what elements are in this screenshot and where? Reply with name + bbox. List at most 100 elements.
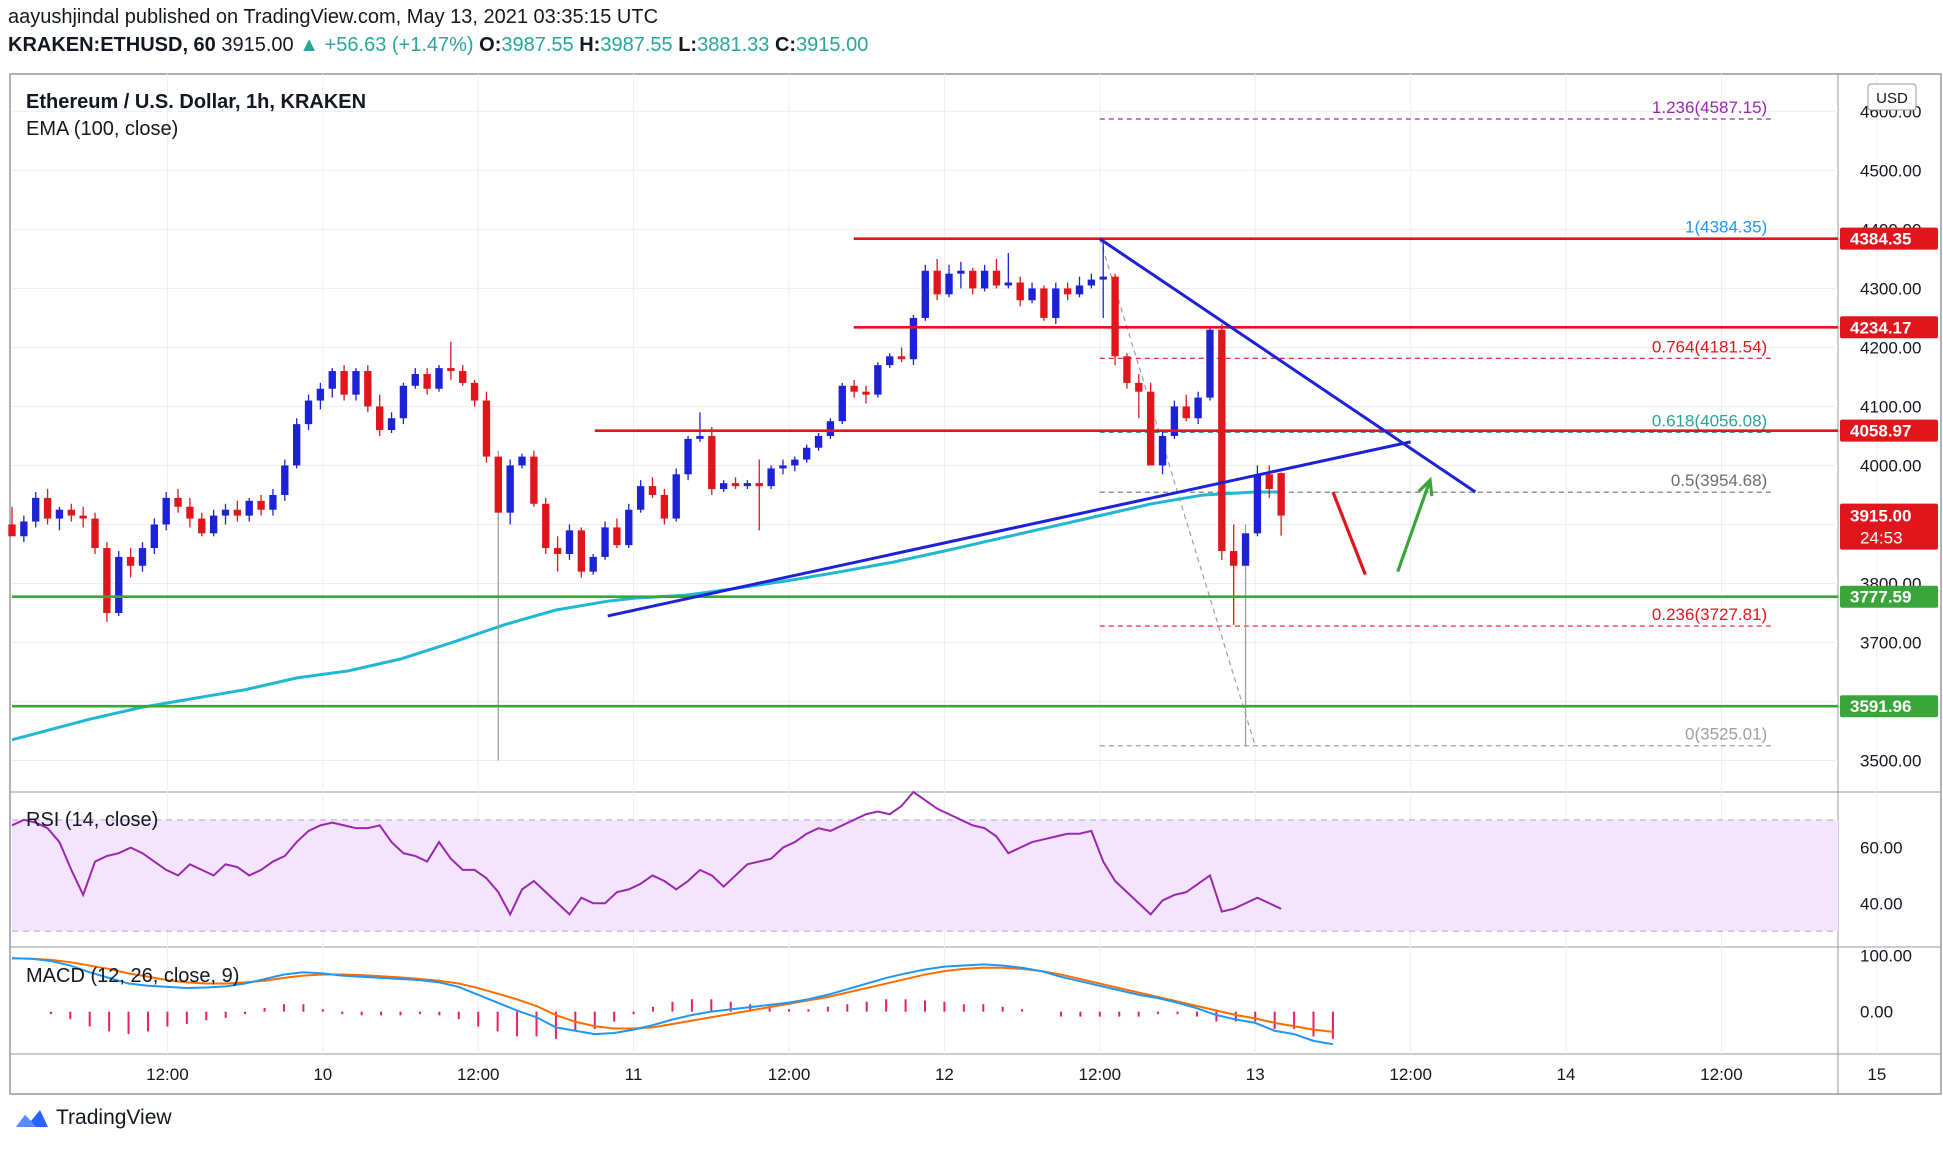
change-value: +56.63 (+1.47%) (324, 34, 474, 56)
candle (1158, 430, 1167, 475)
candle-body (103, 548, 111, 613)
candle-body (55, 509, 64, 519)
candle-body (387, 418, 396, 431)
candle-body (601, 527, 609, 557)
candle-body (126, 556, 135, 566)
publisher-line: aayushjindal published on TradingView.co… (8, 6, 659, 28)
candle (957, 261, 965, 289)
rsi-tick-label: 40.00 (1860, 894, 1903, 913)
candle (162, 492, 170, 531)
candle-body (328, 371, 336, 389)
bar-countdown-label: 24:53 (1860, 529, 1903, 548)
candle-body (957, 270, 965, 274)
candle-body (791, 459, 799, 466)
time-tick-label: 11 (625, 1065, 643, 1084)
candle (257, 494, 265, 516)
last-price-tag (1840, 503, 1938, 550)
tradingview-brand[interactable]: TradingView (14, 1106, 172, 1130)
candle (1028, 282, 1036, 304)
candle-body (257, 500, 265, 510)
open-label: O: (479, 34, 502, 56)
candle (648, 477, 657, 498)
candle (1146, 382, 1155, 466)
candle (198, 512, 206, 537)
candle-body (506, 465, 514, 513)
candle-body (1194, 397, 1202, 419)
last-price-tag-label: 3915.00 (1850, 507, 1911, 526)
candle-body (245, 500, 253, 516)
candle (1253, 465, 1262, 537)
candle (672, 468, 680, 522)
candle-body (1063, 288, 1072, 295)
candle (1016, 276, 1024, 307)
candle (1087, 273, 1096, 289)
candle-body (67, 509, 75, 516)
candle-body (909, 317, 918, 360)
candle (411, 368, 419, 389)
open-value: 3987.55 (501, 34, 574, 56)
candle (292, 418, 301, 469)
candle-body (459, 371, 467, 383)
candle-body (553, 548, 562, 554)
candle-body (304, 400, 313, 425)
candle-body (1004, 282, 1013, 286)
candle-body (209, 515, 218, 534)
candle-body (779, 465, 787, 469)
fib-level-label: 0.764(4181.54) (1652, 337, 1767, 356)
candle-body (1241, 533, 1250, 566)
last-price: 3915.00 (221, 34, 294, 56)
candle-body (1099, 276, 1107, 280)
candle (933, 258, 941, 301)
time-tick-label: 12:00 (146, 1065, 189, 1084)
fib-level-label: 0.618(4056.08) (1652, 411, 1767, 430)
candle-body (43, 497, 52, 519)
candle-body (174, 497, 182, 507)
candle (1004, 253, 1013, 289)
candle-body (20, 521, 28, 537)
candle-body (1218, 329, 1226, 552)
fib-level-label: 0.236(3727.81) (1652, 605, 1767, 624)
resistance-4058-tag-label: 4058.97 (1850, 422, 1911, 441)
candle-body (150, 524, 159, 549)
candle (969, 267, 977, 295)
candle (150, 518, 159, 554)
main-pane-title: Ethereum / U.S. Dollar, 1h, KRAKEN (26, 91, 366, 113)
candle-body (684, 438, 692, 475)
candle (589, 553, 597, 575)
price-tick-label: 4500.00 (1860, 161, 1921, 180)
candle (613, 518, 621, 549)
price-tick-label: 4200.00 (1860, 338, 1921, 357)
candle-body (292, 424, 301, 466)
candle-body (316, 388, 325, 401)
symbol-quote-line: KRAKEN:ETHUSD, 60 3915.00 ▲ +56.63 (+1.4… (8, 34, 868, 57)
chart-frame (9, 73, 1942, 1095)
candle-body (1075, 285, 1084, 295)
rsi-tick-label: 60.00 (1860, 839, 1903, 858)
candle (518, 453, 526, 469)
candle-body (542, 503, 550, 549)
candle (209, 509, 218, 537)
candle (660, 489, 669, 525)
candle-body (625, 509, 633, 546)
candle (1265, 465, 1273, 498)
candle-body (731, 483, 740, 487)
candle-body (743, 483, 752, 487)
rsi-band (12, 819, 1838, 932)
candle-body (376, 406, 384, 431)
candle (1111, 273, 1119, 366)
candle (542, 497, 550, 554)
candle-body (530, 456, 538, 504)
candle-body (482, 400, 491, 457)
time-tick-label: 12:00 (457, 1065, 500, 1084)
candle (803, 444, 811, 463)
candle (921, 264, 929, 321)
candle-body (1040, 288, 1048, 318)
candle-body (1028, 288, 1036, 301)
candle (126, 548, 135, 578)
candle (731, 477, 740, 490)
candle (245, 497, 253, 522)
candle-body (281, 465, 289, 495)
candle (506, 459, 514, 525)
candle-body (233, 509, 242, 516)
